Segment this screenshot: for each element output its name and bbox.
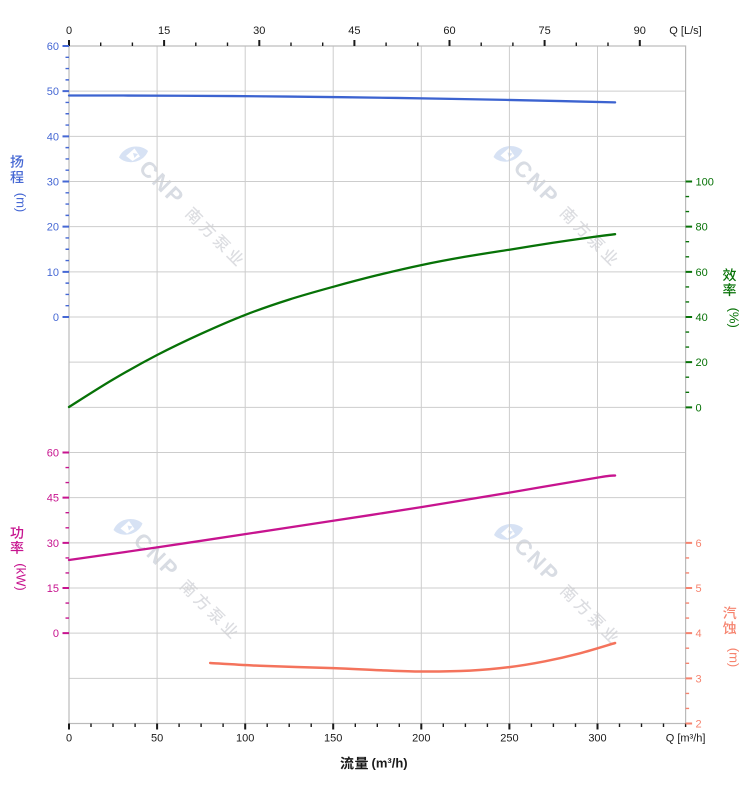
svg-text:20: 20 xyxy=(47,222,59,234)
svg-text:6: 6 xyxy=(696,538,702,550)
svg-text:0: 0 xyxy=(66,733,72,745)
svg-text:15: 15 xyxy=(158,25,170,37)
svg-text:100: 100 xyxy=(236,733,254,745)
svg-text:100: 100 xyxy=(696,177,714,189)
svg-text:75: 75 xyxy=(538,25,550,37)
svg-text:30: 30 xyxy=(47,538,59,550)
svg-text:Q [L/s]: Q [L/s] xyxy=(669,25,701,37)
svg-text:30: 30 xyxy=(253,25,265,37)
svg-text:2: 2 xyxy=(696,719,702,731)
svg-text:50: 50 xyxy=(151,733,163,745)
svg-text:90: 90 xyxy=(634,25,646,37)
svg-text:4: 4 xyxy=(696,628,702,640)
svg-text:80: 80 xyxy=(696,222,708,234)
svg-text:250: 250 xyxy=(500,733,518,745)
svg-text:(kW): (kW) xyxy=(14,563,29,590)
svg-text:Q [m³/h]: Q [m³/h] xyxy=(666,733,706,745)
svg-text:20: 20 xyxy=(696,357,708,369)
svg-text:45: 45 xyxy=(47,493,59,505)
svg-text:(m): (m) xyxy=(14,193,29,213)
svg-text:10: 10 xyxy=(47,267,59,279)
svg-text:5: 5 xyxy=(696,583,702,595)
svg-text:45: 45 xyxy=(348,25,360,37)
svg-text:(m³/h): (m³/h) xyxy=(372,756,408,771)
svg-text:(m): (m) xyxy=(727,648,742,668)
svg-text:3: 3 xyxy=(696,673,702,685)
svg-text:60: 60 xyxy=(696,267,708,279)
svg-text:40: 40 xyxy=(696,312,708,324)
svg-text:0: 0 xyxy=(696,402,702,414)
svg-text:300: 300 xyxy=(588,733,606,745)
svg-text:0: 0 xyxy=(66,25,72,37)
svg-text:60: 60 xyxy=(443,25,455,37)
svg-text:0: 0 xyxy=(53,628,59,640)
svg-text:0: 0 xyxy=(53,312,59,324)
svg-text:150: 150 xyxy=(324,733,342,745)
svg-text:60: 60 xyxy=(47,41,59,53)
svg-text:200: 200 xyxy=(412,733,430,745)
svg-text:60: 60 xyxy=(47,448,59,460)
svg-text:40: 40 xyxy=(47,131,59,143)
svg-text:30: 30 xyxy=(47,177,59,189)
svg-text:(%): (%) xyxy=(727,308,742,328)
svg-text:15: 15 xyxy=(47,583,59,595)
svg-text:50: 50 xyxy=(47,86,59,98)
